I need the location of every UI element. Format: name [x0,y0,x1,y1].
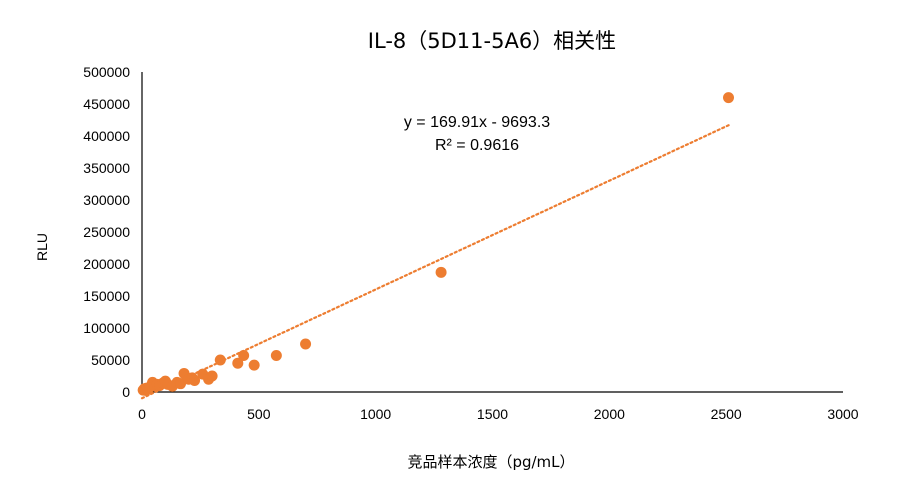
trendline-r2: R² = 0.9616 [435,137,519,154]
data-point [723,92,735,104]
x-axis-ticks: 0 500 1000 1500 2000 2500 3000 [138,406,859,422]
data-point [189,374,201,386]
y-tick-label: 450000 [83,96,130,112]
x-axis-label: 竞品样本浓度（pg/mL） [407,453,574,471]
data-points [137,92,735,396]
trendline-equation: y = 169.91x - 9693.3 [404,114,550,131]
data-point [214,354,226,366]
x-tick-label: 1500 [477,406,508,422]
data-point [175,378,187,390]
y-tick-label: 350000 [83,160,130,176]
x-tick-label: 500 [247,406,271,422]
y-axis-label: RLU [34,233,50,261]
y-tick-label: 500000 [83,64,130,80]
y-tick-label: 100000 [83,320,130,336]
data-point [300,338,312,350]
chart-title: IL-8（5D11-5A6）相关性 [368,29,616,53]
data-point [270,350,282,362]
data-point [248,359,260,371]
y-tick-label: 300000 [83,192,130,208]
x-tick-label: 2000 [594,406,625,422]
x-tick-label: 1000 [360,406,391,422]
y-tick-label: 200000 [83,256,130,272]
data-point [232,357,244,369]
data-point [435,266,447,278]
trendline [140,123,732,400]
y-axis-ticks: 0 50000 100000 150000 200000 250000 300000 3500… [83,64,130,400]
x-tick-label: 2500 [711,406,742,422]
trendline-layer [140,123,732,400]
data-point [206,370,218,382]
x-tick-label: 3000 [827,406,858,422]
y-tick-label: 150000 [83,288,130,304]
y-tick-label: 50000 [91,352,130,368]
y-tick-label: 250000 [83,224,130,240]
x-tick-label: 0 [138,406,146,422]
y-tick-label: 0 [122,384,130,400]
data-point [238,350,250,362]
y-tick-label: 400000 [83,128,130,144]
